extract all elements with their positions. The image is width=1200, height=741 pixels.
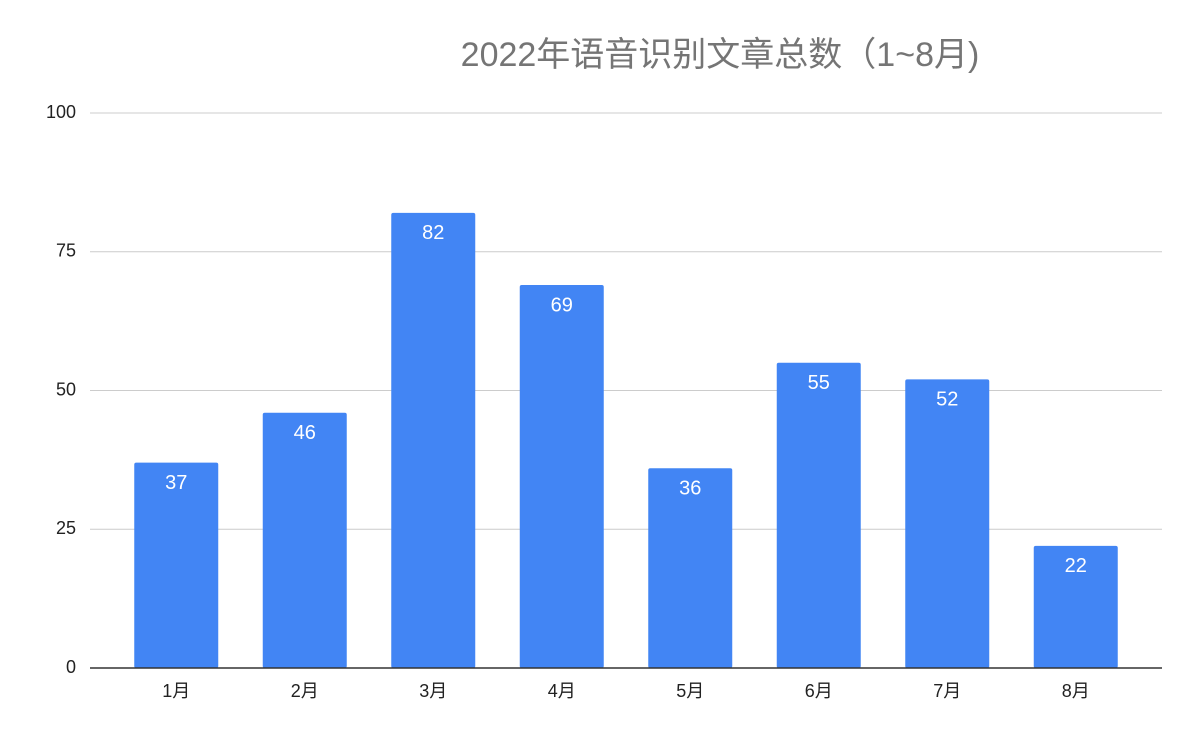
x-tick-label: 7月 [933, 681, 961, 701]
x-tick-label: 5月 [676, 681, 704, 701]
bar [776, 362, 861, 668]
x-tick-label: 6月 [805, 681, 833, 701]
bar [391, 212, 476, 668]
chart-title: 2022年语音识别文章总数（1~8月) [461, 36, 980, 74]
data-label: 46 [294, 422, 316, 444]
y-tick-label: 75 [56, 241, 76, 261]
bar [262, 412, 347, 668]
data-label: 22 [1065, 555, 1087, 577]
data-label: 82 [422, 222, 444, 244]
data-label: 36 [679, 477, 701, 499]
bar [134, 462, 219, 668]
x-tick-label: 2月 [291, 681, 319, 701]
x-tick-label: 3月 [419, 681, 447, 701]
x-tick-label: 8月 [1062, 681, 1090, 701]
bar [519, 285, 604, 668]
data-label: 55 [808, 372, 830, 394]
x-tick-label: 4月 [548, 681, 576, 701]
y-tick-label: 25 [56, 518, 76, 538]
y-tick-label: 0 [66, 657, 76, 677]
data-label: 37 [165, 472, 187, 494]
bar [648, 468, 733, 668]
bar [905, 379, 990, 668]
data-label: 69 [551, 294, 573, 316]
y-tick-label: 100 [46, 102, 76, 122]
y-tick-label: 50 [56, 379, 76, 399]
x-tick-label: 1月 [162, 681, 190, 701]
data-label: 52 [936, 389, 958, 411]
bar [1033, 545, 1118, 668]
